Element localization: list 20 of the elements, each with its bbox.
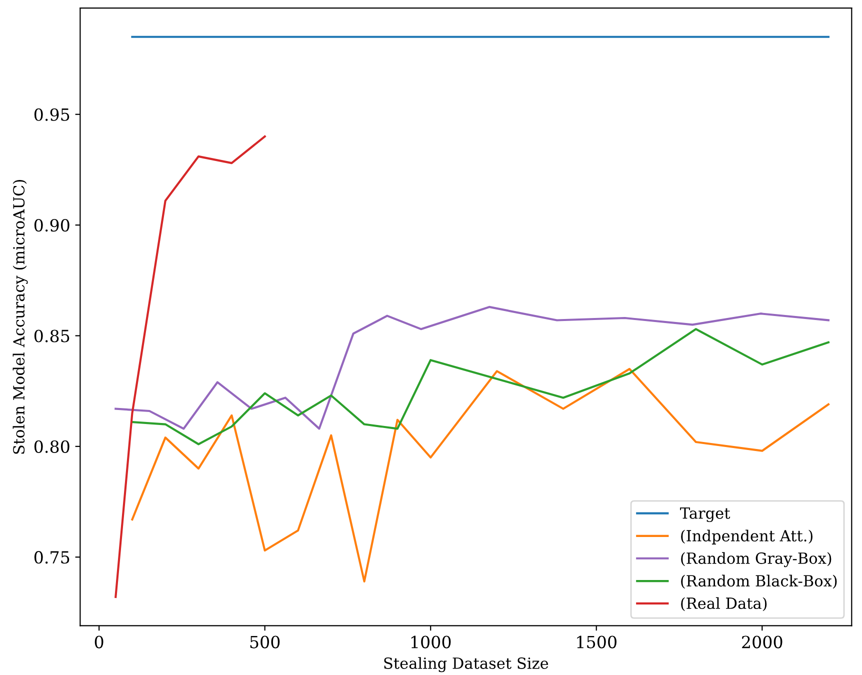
x-axis-title: Stealing Dataset Size: [384, 657, 548, 672]
y-tick-label: 0.85: [34, 330, 70, 342]
line-series: [131, 328, 830, 446]
line-series: [114, 306, 830, 430]
y-tick-label: 0.75: [34, 551, 70, 564]
y-axis-title: Stolen Model Accuracy (microAUC): [12, 180, 28, 454]
legend-label: (Random Gray-Box): [681, 552, 832, 568]
x-tick-label: 500: [250, 636, 280, 648]
line-series: [114, 135, 266, 598]
legend-label: (Real Data): [681, 597, 767, 612]
legend-label: (Random Black-Box): [681, 574, 837, 589]
legend-label: (Indpendent Att.): [681, 530, 812, 544]
x-tick-label: 1000: [411, 636, 451, 648]
legend-label: Target: [680, 508, 730, 522]
y-tick-label: 0.90: [34, 219, 70, 232]
y-tick-label: 0.95: [34, 108, 70, 121]
x-tick-label: 0: [94, 636, 104, 648]
y-tick-label: 0.80: [34, 440, 70, 453]
x-tick-label: 2000: [742, 636, 782, 648]
x-tick-label: 1500: [577, 636, 616, 648]
